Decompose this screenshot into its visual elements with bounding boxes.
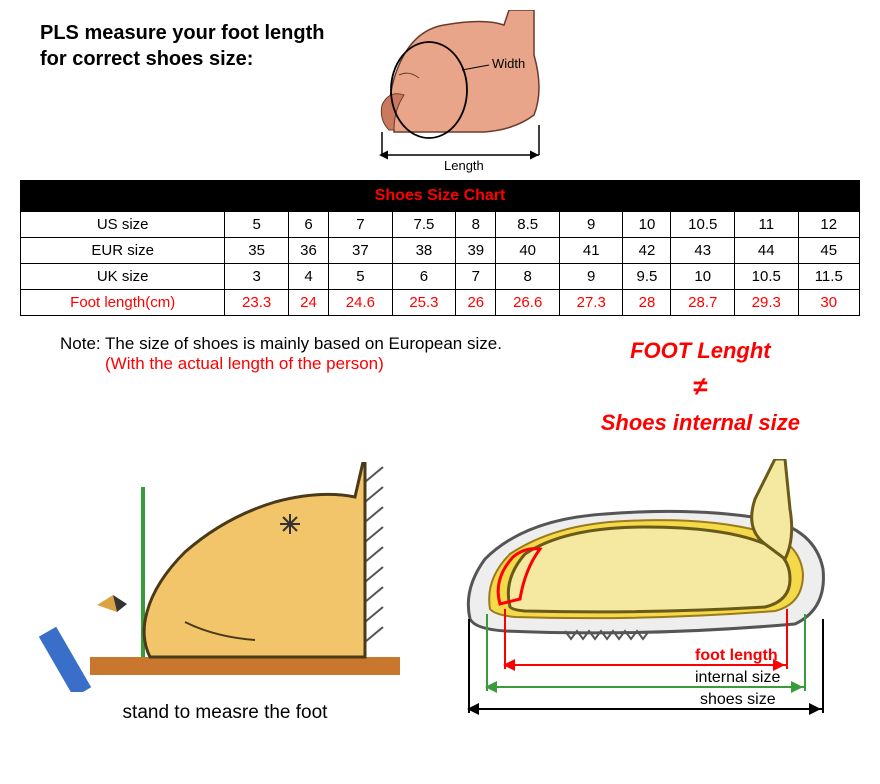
cell: 9.5	[623, 264, 671, 290]
foot-inside	[508, 527, 790, 612]
cell: 3	[225, 264, 289, 290]
cell: 6	[288, 212, 328, 238]
note-right-l1: FOOT Lenght	[601, 334, 800, 367]
cell: 39	[456, 238, 496, 264]
cell: 10	[623, 212, 671, 238]
pencil-icon	[39, 595, 127, 692]
cell: 9	[559, 264, 623, 290]
cell: 10.5	[671, 212, 735, 238]
cell: 24.6	[329, 290, 393, 316]
shoes-size-label: shoes size	[700, 691, 776, 708]
table-row: UK size34567899.51010.511.5	[21, 264, 860, 290]
wall-hatch	[365, 467, 383, 657]
row-label: UK size	[21, 264, 225, 290]
cell: 8	[496, 264, 560, 290]
instruction-line1: PLS measure your foot length	[40, 20, 324, 46]
note-line2: (With the actual length of the person)	[105, 354, 502, 374]
cell: 10	[671, 264, 735, 290]
cell: 23.3	[225, 290, 289, 316]
table-row: US size5677.588.591010.51112	[21, 212, 860, 238]
cell: 8.5	[496, 212, 560, 238]
table-row: EUR size3536373839404142434445	[21, 238, 860, 264]
cell: 9	[559, 212, 623, 238]
foot-length-label: foot length	[695, 647, 778, 664]
cell: 38	[392, 238, 456, 264]
cell: 6	[392, 264, 456, 290]
width-label: Width	[492, 56, 525, 71]
cell: 8	[456, 212, 496, 238]
cell: 29.3	[735, 290, 799, 316]
cell: 7	[329, 212, 393, 238]
cell: 30	[798, 290, 859, 316]
cell: 12	[798, 212, 859, 238]
note-left: Note: The size of shoes is mainly based …	[60, 334, 502, 374]
length-label: Length	[444, 158, 484, 173]
cell: 28	[623, 290, 671, 316]
foot-width-length-diagram: Width Length	[334, 10, 594, 180]
diagrams-row: stand to measre the foot	[0, 439, 880, 724]
cell: 44	[735, 238, 799, 264]
cell: 24	[288, 290, 328, 316]
instruction-line2: for correct shoes size:	[40, 46, 324, 72]
cell: 27.3	[559, 290, 623, 316]
cell: 26.6	[496, 290, 560, 316]
note-line1: Note: The size of shoes is mainly based …	[60, 334, 502, 354]
cell: 45	[798, 238, 859, 264]
cell: 4	[288, 264, 328, 290]
stand-measure-caption: stand to measre the foot	[35, 702, 415, 724]
measure-instruction: PLS measure your foot length for correct…	[40, 20, 324, 72]
cell: 40	[496, 238, 560, 264]
cell: 25.3	[392, 290, 456, 316]
cell: 41	[559, 238, 623, 264]
cell: 11	[735, 212, 799, 238]
note-section: Note: The size of shoes is mainly based …	[0, 316, 880, 439]
row-label: US size	[21, 212, 225, 238]
not-equal-icon: ≠	[601, 367, 800, 406]
note-right: FOOT Lenght ≠ Shoes internal size	[601, 334, 800, 439]
stand-measure-diagram: stand to measre the foot	[35, 462, 415, 724]
top-section: PLS measure your foot length for correct…	[0, 0, 880, 180]
cell: 26	[456, 290, 496, 316]
table-row: Foot length(cm)23.32424.625.32626.627.32…	[21, 290, 860, 316]
cell: 43	[671, 238, 735, 264]
cell: 11.5	[798, 264, 859, 290]
cell: 35	[225, 238, 289, 264]
floor-rect	[90, 657, 400, 675]
cell: 28.7	[671, 290, 735, 316]
cell: 5	[329, 264, 393, 290]
cell: 10.5	[735, 264, 799, 290]
table-header-row: Shoes Size Chart	[21, 181, 860, 212]
cell: 37	[329, 238, 393, 264]
row-label: EUR size	[21, 238, 225, 264]
cell: 42	[623, 238, 671, 264]
ankle-star-icon	[280, 514, 300, 534]
row-label: Foot length(cm)	[21, 290, 225, 316]
cell: 7	[456, 264, 496, 290]
foot-side	[144, 462, 365, 657]
cell: 5	[225, 212, 289, 238]
cell: 36	[288, 238, 328, 264]
size-chart-table: Shoes Size Chart US size5677.588.591010.…	[20, 180, 860, 316]
table-header: Shoes Size Chart	[21, 181, 860, 212]
internal-size-label: internal size	[695, 669, 780, 686]
shoe-size-diagram: foot length internal size shoes size	[445, 459, 845, 724]
cell: 7.5	[392, 212, 456, 238]
note-right-l2: Shoes internal size	[601, 406, 800, 439]
size-chart-section: Shoes Size Chart US size5677.588.591010.…	[0, 180, 880, 316]
